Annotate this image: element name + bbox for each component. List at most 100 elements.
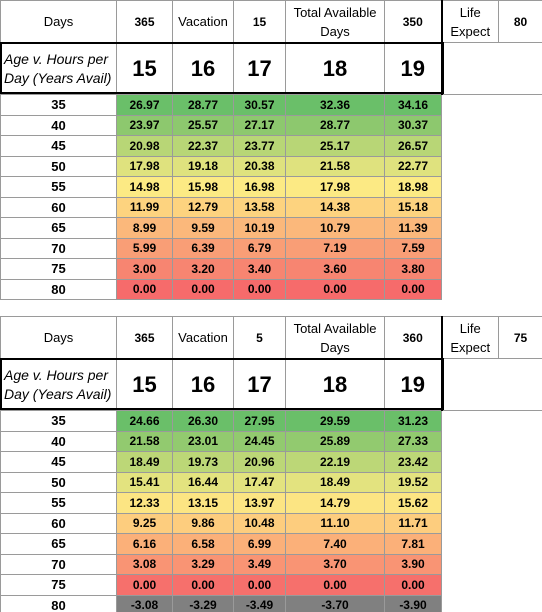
value-cell[interactable]: 13.15	[172, 492, 234, 514]
value-cell[interactable]: 3.49	[233, 553, 286, 575]
value-cell[interactable]: 25.17	[285, 135, 385, 157]
value-cell[interactable]: 8.99	[116, 217, 173, 239]
value-cell[interactable]: 23.77	[233, 135, 286, 157]
value-cell[interactable]: 29.59	[285, 410, 385, 432]
value-cell[interactable]: 3.90	[384, 553, 442, 575]
value-cell[interactable]: 14.79	[285, 492, 385, 514]
days-value[interactable]: 365	[116, 0, 173, 43]
hours-19[interactable]: 19	[384, 42, 442, 95]
value-cell[interactable]: 21.58	[285, 155, 385, 177]
value-cell[interactable]: 5.99	[116, 237, 173, 259]
value-cell[interactable]: 16.44	[172, 471, 234, 493]
vacation-label[interactable]: Vacation	[172, 0, 234, 43]
value-cell[interactable]: 27.95	[233, 410, 286, 432]
value-cell[interactable]: 0.00	[285, 278, 385, 300]
value-cell[interactable]: 11.99	[116, 196, 173, 218]
value-cell[interactable]: 0.00	[384, 278, 442, 300]
value-cell[interactable]: 26.97	[116, 94, 173, 116]
hours-16[interactable]: 16	[172, 358, 234, 411]
age-cell[interactable]: 40	[0, 430, 117, 452]
value-cell[interactable]: 14.98	[116, 176, 173, 198]
value-cell[interactable]: 12.79	[172, 196, 234, 218]
value-cell[interactable]: 10.48	[233, 512, 286, 534]
corner-label[interactable]: Age v. Hours per Day (Years Avail)	[0, 42, 117, 95]
value-cell[interactable]: 32.36	[285, 94, 385, 116]
value-cell[interactable]: 3.08	[116, 553, 173, 575]
value-cell[interactable]: -3.90	[384, 594, 442, 612]
value-cell[interactable]: 26.57	[384, 135, 442, 157]
value-cell[interactable]: 3.00	[116, 258, 173, 280]
value-cell[interactable]: 16.98	[233, 176, 286, 198]
total-available-days-label[interactable]: Total Available Days	[285, 0, 385, 43]
age-cell[interactable]: 55	[0, 492, 117, 514]
empty-cell[interactable]	[440, 358, 542, 411]
value-cell[interactable]: 0.00	[233, 574, 286, 596]
value-cell[interactable]: 11.39	[384, 217, 442, 239]
value-cell[interactable]: 17.98	[285, 176, 385, 198]
value-cell[interactable]: 22.77	[384, 155, 442, 177]
age-cell[interactable]: 35	[0, 94, 117, 116]
value-cell[interactable]: 20.38	[233, 155, 286, 177]
value-cell[interactable]: 20.98	[116, 135, 173, 157]
value-cell[interactable]: 11.71	[384, 512, 442, 534]
value-cell[interactable]: 9.25	[116, 512, 173, 534]
value-cell[interactable]: 20.96	[233, 451, 286, 473]
value-cell[interactable]: 12.33	[116, 492, 173, 514]
age-cell[interactable]: 65	[0, 533, 117, 555]
value-cell[interactable]: 6.79	[233, 237, 286, 259]
value-cell[interactable]: 7.81	[384, 533, 442, 555]
value-cell[interactable]: 15.98	[172, 176, 234, 198]
value-cell[interactable]: 23.42	[384, 451, 442, 473]
value-cell[interactable]: 19.52	[384, 471, 442, 493]
value-cell[interactable]: 17.98	[116, 155, 173, 177]
age-cell[interactable]: 80	[0, 594, 117, 612]
age-cell[interactable]: 35	[0, 410, 117, 432]
hours-18[interactable]: 18	[285, 358, 385, 411]
value-cell[interactable]: 22.19	[285, 451, 385, 473]
age-cell[interactable]: 50	[0, 155, 117, 177]
vacation-value[interactable]: 5	[233, 316, 286, 359]
hours-17[interactable]: 17	[233, 358, 286, 411]
value-cell[interactable]: 7.40	[285, 533, 385, 555]
value-cell[interactable]: -3.49	[233, 594, 286, 612]
value-cell[interactable]: 18.49	[285, 471, 385, 493]
value-cell[interactable]: 24.66	[116, 410, 173, 432]
value-cell[interactable]: 9.59	[172, 217, 234, 239]
value-cell[interactable]: 0.00	[384, 574, 442, 596]
age-cell[interactable]: 45	[0, 451, 117, 473]
value-cell[interactable]: 30.37	[384, 114, 442, 136]
value-cell[interactable]: 19.73	[172, 451, 234, 473]
hours-15[interactable]: 15	[116, 358, 173, 411]
value-cell[interactable]: 0.00	[172, 278, 234, 300]
age-cell[interactable]: 55	[0, 176, 117, 198]
value-cell[interactable]: 25.57	[172, 114, 234, 136]
value-cell[interactable]: 15.62	[384, 492, 442, 514]
days-label[interactable]: Days	[0, 0, 117, 43]
value-cell[interactable]: 14.38	[285, 196, 385, 218]
value-cell[interactable]: 25.89	[285, 430, 385, 452]
value-cell[interactable]: 3.60	[285, 258, 385, 280]
value-cell[interactable]: 27.17	[233, 114, 286, 136]
value-cell[interactable]: 24.45	[233, 430, 286, 452]
value-cell[interactable]: 31.23	[384, 410, 442, 432]
value-cell[interactable]: 21.58	[116, 430, 173, 452]
value-cell[interactable]: 3.20	[172, 258, 234, 280]
value-cell[interactable]: 28.77	[172, 94, 234, 116]
age-cell[interactable]: 70	[0, 553, 117, 575]
value-cell[interactable]: 26.30	[172, 410, 234, 432]
value-cell[interactable]: 6.99	[233, 533, 286, 555]
age-cell[interactable]: 65	[0, 217, 117, 239]
value-cell[interactable]: 23.01	[172, 430, 234, 452]
value-cell[interactable]: 10.79	[285, 217, 385, 239]
value-cell[interactable]: 3.40	[233, 258, 286, 280]
value-cell[interactable]: 18.98	[384, 176, 442, 198]
value-cell[interactable]: 9.86	[172, 512, 234, 534]
value-cell[interactable]: 28.77	[285, 114, 385, 136]
total-available-days-value[interactable]: 360	[384, 316, 443, 359]
value-cell[interactable]: 0.00	[116, 574, 173, 596]
total-available-days-label[interactable]: Total Available Days	[285, 316, 385, 359]
value-cell[interactable]: 0.00	[285, 574, 385, 596]
age-cell[interactable]: 60	[0, 512, 117, 534]
days-label[interactable]: Days	[0, 316, 117, 359]
age-cell[interactable]: 70	[0, 237, 117, 259]
